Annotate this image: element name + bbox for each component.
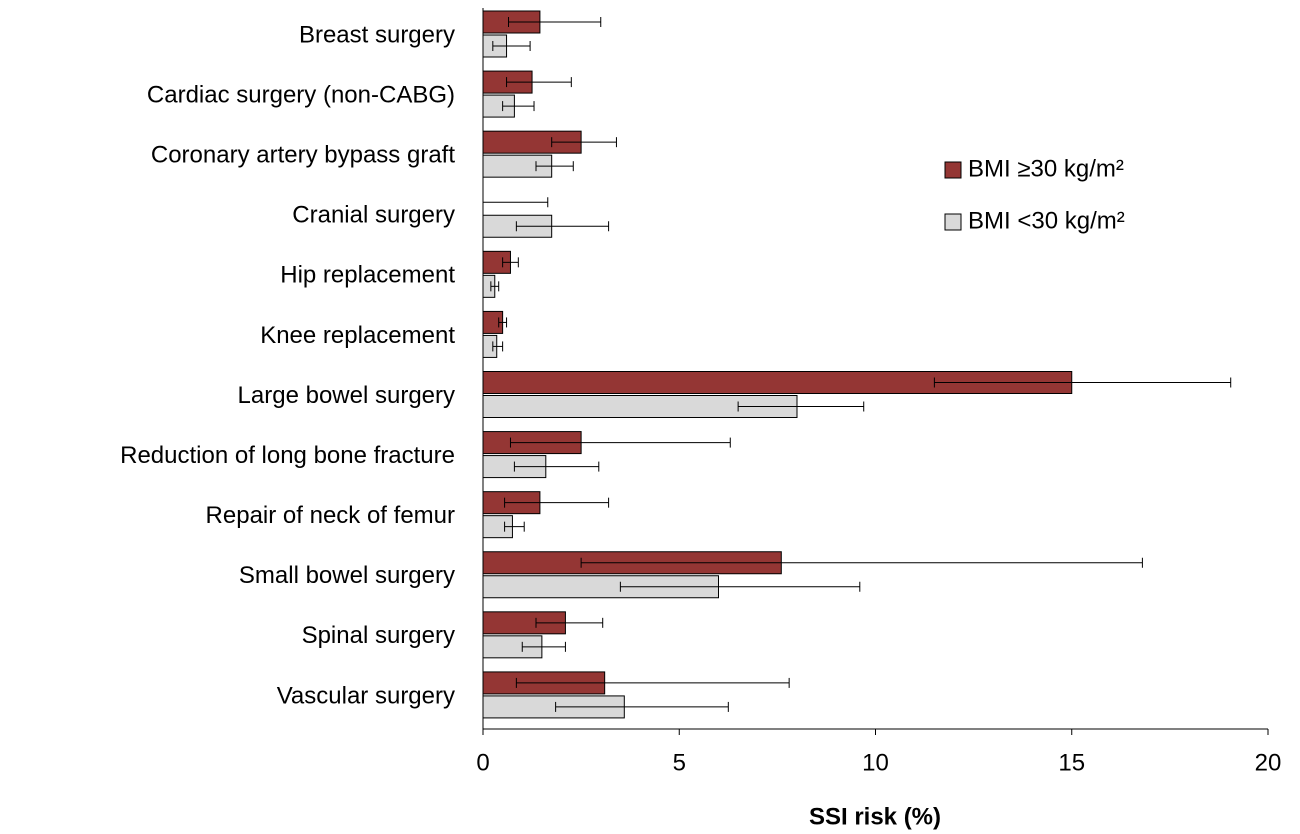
y-tick-label: Coronary artery bypass graft xyxy=(151,142,455,169)
y-tick-label: Cardiac surgery (non-CABG) xyxy=(147,81,455,108)
y-tick-label: Reduction of long bone fracture xyxy=(120,442,455,469)
error-bar xyxy=(521,641,566,652)
error-bar xyxy=(515,677,790,688)
error-bar xyxy=(619,581,861,592)
error-bar xyxy=(492,341,504,352)
y-tick-label: Repair of neck of femur xyxy=(206,502,455,529)
error-bar xyxy=(490,281,500,292)
y-tick-label: Vascular surgery xyxy=(277,682,455,709)
legend-swatch xyxy=(944,161,962,179)
y-tick-label: Breast surgery xyxy=(299,21,455,48)
error-bar xyxy=(515,221,610,232)
error-bar xyxy=(933,377,1232,388)
error-bar xyxy=(504,521,525,532)
y-tick-label: Cranial surgery xyxy=(292,202,455,229)
x-tick-label: 15 xyxy=(1058,749,1085,776)
y-tick-label: Hip replacement xyxy=(280,262,455,289)
error-bar xyxy=(506,77,572,88)
error-bar xyxy=(551,137,617,148)
x-tick-label: 20 xyxy=(1255,749,1282,776)
error-bar xyxy=(513,461,600,472)
y-tick-label: Spinal surgery xyxy=(302,622,455,649)
x-axis-title: SSI risk (%) xyxy=(809,803,941,830)
legend-swatch xyxy=(944,213,962,231)
x-tick-label: 10 xyxy=(862,749,889,776)
error-bar xyxy=(508,17,602,27)
y-tick-label: Large bowel surgery xyxy=(238,382,455,409)
x-tick-label: 5 xyxy=(673,749,686,776)
error-bar xyxy=(509,437,731,448)
error-bar xyxy=(737,401,865,412)
error-bar xyxy=(498,317,508,328)
error-bar xyxy=(555,701,729,712)
error-bar xyxy=(502,101,535,112)
x-tick-label: 0 xyxy=(476,749,489,776)
error-bar xyxy=(504,497,610,508)
error-bar xyxy=(535,617,604,628)
error-bar xyxy=(492,41,531,51)
y-tick-label: Small bowel surgery xyxy=(239,562,455,589)
error-bar xyxy=(502,257,519,268)
error-bar xyxy=(482,197,549,208)
y-tick-label: Knee replacement xyxy=(260,322,455,349)
error-bar xyxy=(535,161,574,172)
legend-label: BMI ≥30 kg/m² xyxy=(968,155,1124,182)
legend-label: BMI <30 kg/m² xyxy=(968,207,1125,234)
error-bar xyxy=(580,557,1143,568)
